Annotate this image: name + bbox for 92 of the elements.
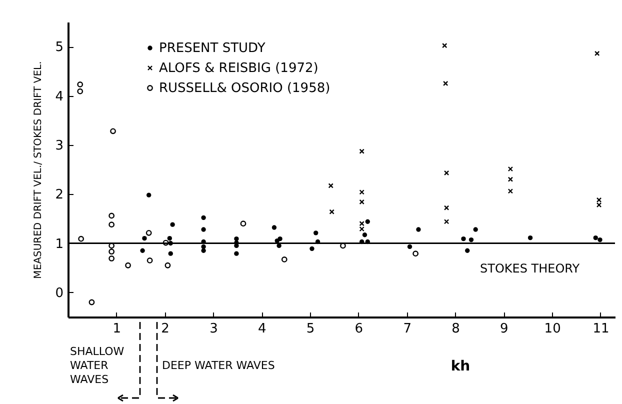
point — [88, 299, 95, 306]
point — [168, 240, 173, 246]
point — [310, 246, 314, 251]
point — [444, 219, 450, 224]
point — [359, 226, 364, 232]
y-tick-label: 0 — [55, 286, 64, 301]
point — [168, 251, 173, 256]
point — [442, 43, 448, 48]
point — [329, 209, 334, 214]
point — [167, 236, 172, 241]
legend-label: ALOFS & REISBIG (1972) — [159, 61, 318, 76]
point — [359, 148, 364, 154]
point — [146, 258, 153, 264]
point — [359, 220, 364, 226]
point — [473, 227, 478, 232]
point — [142, 236, 147, 241]
point — [359, 199, 364, 205]
x-tick-label: 11 — [592, 322, 610, 336]
x-tick-label: 2 — [161, 322, 170, 336]
point — [201, 227, 206, 232]
point — [125, 262, 131, 268]
x-tick-label: 7 — [403, 322, 412, 336]
text: SHALLOW WATER WAVES — [70, 345, 124, 386]
point — [234, 251, 239, 256]
y-tick-label: 2 — [55, 188, 64, 203]
point — [508, 188, 514, 194]
x-tick-label: 6 — [354, 322, 364, 336]
point — [240, 220, 246, 227]
point — [108, 222, 115, 228]
point — [359, 239, 364, 244]
x-tick-label: 10 — [544, 322, 561, 336]
point — [365, 239, 370, 244]
point — [596, 202, 602, 208]
x-tick-label: 1 — [112, 322, 122, 336]
point — [281, 256, 288, 262]
x-tick-label: 3 — [210, 322, 218, 336]
point — [593, 236, 598, 240]
point — [78, 236, 84, 242]
y-tick-label: 1 — [55, 236, 64, 252]
point — [328, 183, 334, 188]
point — [170, 222, 175, 227]
point — [140, 248, 145, 253]
point — [164, 262, 171, 268]
point — [201, 215, 206, 220]
point — [77, 88, 84, 94]
point — [416, 227, 421, 232]
point — [201, 239, 206, 244]
point — [108, 248, 115, 255]
point — [468, 237, 474, 242]
point — [508, 166, 514, 172]
x-tick-label: 5 — [306, 322, 315, 336]
point — [278, 236, 282, 242]
y-tick-label: 5 — [55, 40, 64, 56]
x-axis-title: kh — [450, 358, 470, 374]
point — [146, 192, 152, 198]
point — [596, 197, 602, 203]
y-tick-label: 3 — [55, 138, 64, 154]
y-tick-label: 4 — [55, 89, 64, 104]
point — [108, 256, 115, 262]
point — [412, 250, 419, 257]
point — [272, 225, 277, 230]
point — [365, 219, 370, 224]
x-tick-label: 4 — [258, 322, 266, 336]
point — [314, 230, 318, 236]
x-tick-label: 9 — [500, 322, 508, 336]
ref-line-label: STOKES THEORY — [480, 261, 580, 276]
point — [407, 244, 412, 250]
point — [201, 248, 206, 253]
point — [77, 82, 84, 88]
text: DEEP WATER WAVES — [162, 359, 275, 372]
point — [315, 239, 320, 244]
point — [594, 50, 600, 56]
point — [201, 244, 206, 250]
point — [146, 230, 152, 236]
legend-label: PRESENT STUDY — [159, 41, 266, 56]
point — [234, 236, 239, 242]
point — [362, 232, 368, 238]
point — [110, 128, 116, 134]
point — [465, 248, 470, 253]
legend-label: RUSSELL& OSORIO (1958) — [159, 81, 330, 96]
point — [461, 236, 466, 242]
point — [444, 170, 450, 176]
point — [508, 176, 514, 182]
point — [442, 80, 448, 86]
point — [444, 205, 450, 210]
point — [162, 240, 169, 246]
point — [108, 212, 115, 219]
point — [359, 190, 364, 195]
y-axis-title: MEASURED DRIFT VEL./ STOKES DRIFT VEL. — [33, 61, 44, 279]
point — [528, 236, 533, 240]
x-tick-label: 8 — [452, 322, 460, 336]
point — [598, 237, 602, 242]
